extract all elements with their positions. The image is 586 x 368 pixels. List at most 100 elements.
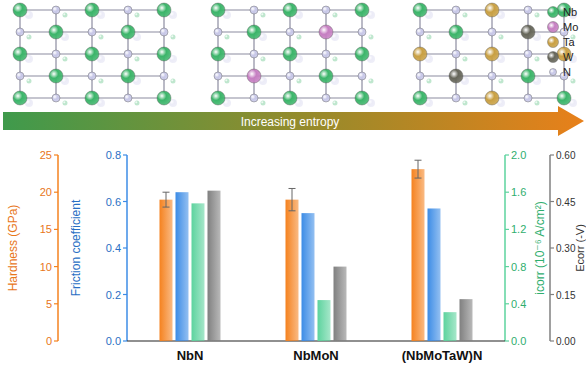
- nitrogen-atom: [52, 94, 60, 102]
- error-cap: [415, 178, 422, 179]
- tick-label: 0.60: [556, 150, 576, 161]
- atom-back: [571, 79, 576, 84]
- bar: [286, 200, 299, 341]
- legend-label: Mo: [563, 21, 578, 33]
- nitrogen-atom: [124, 6, 132, 14]
- atom-back: [333, 101, 338, 106]
- nitrogen-atom: [452, 50, 460, 58]
- nitrogen-atom: [452, 6, 460, 14]
- tick: [54, 266, 58, 267]
- tick: [54, 340, 58, 341]
- metal-atom: [121, 25, 135, 39]
- bar: [302, 213, 315, 341]
- atom-back: [261, 13, 266, 18]
- atom-back: [535, 13, 540, 18]
- metal-atom: [485, 47, 499, 61]
- axis-title: Hardness (GPa): [6, 205, 20, 292]
- nitrogen-atom: [322, 94, 330, 102]
- error-cap: [163, 192, 170, 193]
- legend-atom: [548, 37, 559, 48]
- axis-y: 0510152025Hardness (GPa): [6, 149, 58, 347]
- bar: [160, 200, 173, 341]
- tick-label: 2.0: [511, 149, 526, 161]
- metal-atom: [283, 3, 297, 17]
- atom-back: [63, 101, 68, 106]
- nitrogen-atom: [358, 72, 366, 80]
- nitrogen-atom: [488, 72, 496, 80]
- bar: [428, 208, 441, 341]
- nitrogen-atom: [250, 94, 258, 102]
- metal-atom: [557, 91, 571, 105]
- tick: [550, 340, 554, 341]
- metal-atom: [485, 3, 499, 17]
- metal-atom: [485, 91, 499, 105]
- category-label: NbN: [177, 348, 204, 363]
- metal-atom: [319, 25, 333, 39]
- tick-label: 0.8: [511, 261, 526, 273]
- nitrogen-atom: [124, 50, 132, 58]
- atom-back: [369, 79, 374, 84]
- nitrogen-atom: [524, 94, 532, 102]
- atom-back: [333, 57, 338, 62]
- tick: [123, 154, 127, 155]
- bars: [160, 160, 473, 341]
- legend-label: Ta: [563, 36, 576, 48]
- metal-atom: [319, 69, 333, 83]
- nitrogen-atom: [524, 50, 532, 58]
- metal-atom: [283, 91, 297, 105]
- atom-back: [427, 79, 432, 84]
- metal-atom: [157, 3, 171, 17]
- entropy-arrow: [3, 106, 584, 136]
- atom-back: [27, 35, 32, 40]
- metal-atom: [157, 47, 171, 61]
- tick: [550, 294, 554, 295]
- tick: [123, 201, 127, 202]
- legend-label: N: [563, 66, 571, 78]
- error-cap: [415, 160, 422, 161]
- atom-back: [369, 35, 374, 40]
- error-line: [418, 160, 419, 178]
- atom-back: [463, 13, 468, 18]
- category-label: (NbMoTaW)N: [402, 348, 483, 363]
- tick-label: 25: [40, 149, 52, 161]
- nitrogen-atom: [88, 72, 96, 80]
- atom-back: [171, 79, 176, 84]
- metal-atom: [355, 3, 369, 17]
- atom-back: [171, 35, 176, 40]
- arrow-label: Increasing entropy: [241, 115, 340, 129]
- tick: [54, 192, 58, 193]
- atom-back: [499, 79, 504, 84]
- bar: [208, 191, 221, 341]
- atom-back: [99, 79, 104, 84]
- tick: [505, 229, 509, 230]
- error-bar: [415, 160, 422, 178]
- axis-title: Ecorr (-V): [574, 224, 586, 272]
- tick-label: 0.6: [106, 196, 121, 208]
- nitrogen-atom: [88, 28, 96, 36]
- nitrogen-atom: [416, 28, 424, 36]
- metal-atom: [413, 47, 427, 61]
- axis-title: Friction coefficient: [69, 199, 83, 296]
- error-line: [292, 188, 293, 210]
- atom-back: [535, 57, 540, 62]
- error-cap: [289, 210, 296, 211]
- tick: [505, 192, 509, 193]
- legend-atom: [550, 69, 557, 76]
- bar: [412, 169, 425, 341]
- bar: [318, 300, 331, 341]
- nitrogen-atom: [416, 72, 424, 80]
- tick: [123, 294, 127, 295]
- error-cap: [289, 188, 296, 189]
- bar: [192, 203, 205, 341]
- atom-back: [463, 57, 468, 62]
- lattice: [13, 3, 177, 107]
- metal-atom: [413, 3, 427, 17]
- atom-back: [297, 35, 302, 40]
- tick: [123, 340, 127, 341]
- nitrogen-atom: [214, 72, 222, 80]
- tick: [550, 154, 554, 155]
- legend-atom: [548, 22, 559, 33]
- nitrogen-atom: [250, 50, 258, 58]
- tick-label: 0.0: [511, 335, 526, 347]
- nitrogen-atom: [250, 6, 258, 14]
